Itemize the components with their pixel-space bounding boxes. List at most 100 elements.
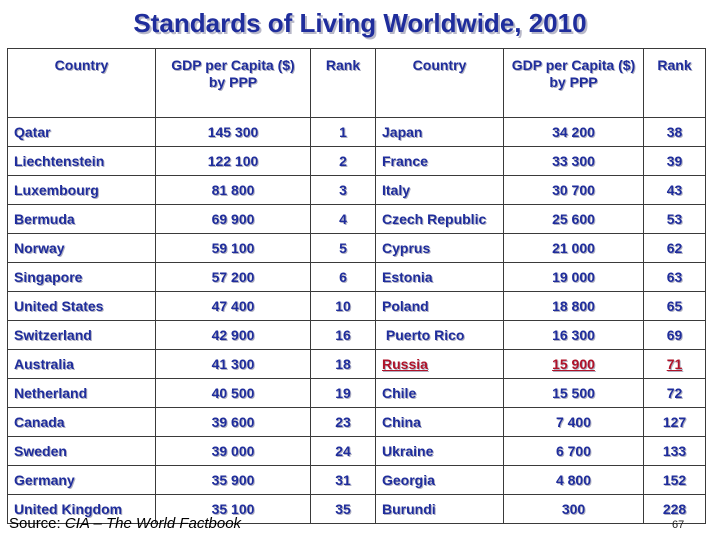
cell-gdp-right: 15 900 bbox=[503, 349, 644, 379]
cell-country-left: Singapore bbox=[7, 262, 156, 292]
cell-rank-left: 2 bbox=[310, 146, 376, 176]
table-row: Sweden 39 000 24 Ukraine 6 700 133 bbox=[7, 436, 706, 466]
table-row: Bermuda 69 900 4 Czech Republic 25 600 53 bbox=[7, 204, 706, 234]
table-row: Norway 59 100 5 Cyprus 21 000 62 bbox=[7, 233, 706, 263]
table-row: Liechtenstein 122 100 2 France 33 300 39 bbox=[7, 146, 706, 176]
cell-gdp-right: 18 800 bbox=[503, 291, 644, 321]
table-row: United States 47 400 10 Poland 18 800 65 bbox=[7, 291, 706, 321]
cell-rank-left: 4 bbox=[310, 204, 376, 234]
source-title: CIA – The World Factbook bbox=[64, 515, 242, 532]
cell-gdp-right: 4 800 bbox=[503, 465, 644, 495]
cell-rank-right: 63 bbox=[643, 262, 706, 292]
cell-rank-left: 18 bbox=[310, 349, 376, 379]
cell-gdp-right: 30 700 bbox=[503, 175, 644, 205]
cell-gdp-right: 15 500 bbox=[503, 378, 644, 408]
header-rank-right: Rank bbox=[643, 48, 706, 118]
cell-country-left: Luxembourg bbox=[7, 175, 156, 205]
cell-gdp-right: 33 300 bbox=[503, 146, 644, 176]
cell-rank-left: 35 bbox=[310, 494, 376, 524]
cell-rank-left: 19 bbox=[310, 378, 376, 408]
cell-country-right: Cyprus bbox=[375, 233, 504, 263]
cell-gdp-left: 35 100 bbox=[155, 494, 311, 524]
cell-rank-right: 69 bbox=[643, 320, 706, 350]
cell-country-right: Czech Republic bbox=[375, 204, 504, 234]
table-body: Country GDP per Capita ($) by PPP Rank C… bbox=[7, 48, 706, 524]
page-title: Standards of Living Worldwide, 2010 bbox=[133, 8, 587, 38]
cell-rank-right: 65 bbox=[643, 291, 706, 321]
table-header-row: Country GDP per Capita ($) by PPP Rank C… bbox=[7, 48, 706, 118]
cell-country-right: Georgia bbox=[375, 465, 504, 495]
cell-gdp-left: 42 900 bbox=[155, 320, 311, 350]
cell-rank-right: 62 bbox=[643, 233, 706, 263]
cell-gdp-left: 122 100 bbox=[155, 146, 311, 176]
table-row: United Kingdom 35 100 35 Burundi 300 228 bbox=[7, 494, 706, 524]
source-note: Source: CIA – The World Factbook bbox=[9, 515, 241, 532]
source-prefix: Source: bbox=[9, 515, 65, 532]
cell-country-right: Estonia bbox=[375, 262, 504, 292]
cell-country-right: Italy bbox=[375, 175, 504, 205]
cell-rank-right: 133 bbox=[643, 436, 706, 466]
cell-country-right: Burundi bbox=[375, 494, 504, 524]
cell-gdp-left: 39 600 bbox=[155, 407, 311, 437]
cell-gdp-right: 16 300 bbox=[503, 320, 644, 350]
cell-gdp-left: 39 000 bbox=[155, 436, 311, 466]
cell-country-right: France bbox=[375, 146, 504, 176]
cell-rank-left: 3 bbox=[310, 175, 376, 205]
cell-country-left: Sweden bbox=[7, 436, 156, 466]
cell-country-right: Ukraine bbox=[375, 436, 504, 466]
cell-gdp-right: 19 000 bbox=[503, 262, 644, 292]
cell-rank-right: 38 bbox=[643, 117, 706, 147]
table-row: Netherland 40 500 19 Chile 15 500 72 bbox=[7, 378, 706, 408]
cell-gdp-right: 34 200 bbox=[503, 117, 644, 147]
cell-rank-left: 24 bbox=[310, 436, 376, 466]
cell-rank-right: 53 bbox=[643, 204, 706, 234]
header-rank-left: Rank bbox=[310, 48, 376, 118]
cell-gdp-left: 40 500 bbox=[155, 378, 311, 408]
cell-rank-left: 10 bbox=[310, 291, 376, 321]
cell-gdp-left: 81 800 bbox=[155, 175, 311, 205]
cell-gdp-left: 145 300 bbox=[155, 117, 311, 147]
cell-rank-left: 23 bbox=[310, 407, 376, 437]
cell-country-right: China bbox=[375, 407, 504, 437]
page-number: 67 bbox=[672, 519, 685, 531]
cell-gdp-left: 59 100 bbox=[155, 233, 311, 263]
cell-rank-right: 152 bbox=[643, 465, 706, 495]
cell-gdp-left: 41 300 bbox=[155, 349, 311, 379]
cell-country-right: Japan bbox=[375, 117, 504, 147]
cell-country-left: Qatar bbox=[7, 117, 156, 147]
cell-rank-left: 6 bbox=[310, 262, 376, 292]
table-row: Qatar 145 300 1 Japan 34 200 38 bbox=[7, 117, 706, 147]
header-country-right: Country bbox=[375, 48, 504, 118]
cell-country-left: Liechtenstein bbox=[7, 146, 156, 176]
cell-country-left: Switzerland bbox=[7, 320, 156, 350]
table-row: Switzerland 42 900 16 Puerto Rico 16 300 69 bbox=[7, 320, 706, 350]
gdp-ranking-table: Country GDP per Capita ($) by PPP Rank C… bbox=[7, 48, 706, 524]
table-row: Singapore 57 200 6 Estonia 19 000 63 bbox=[7, 262, 706, 292]
table-row: Germany 35 900 31 Georgia 4 800 152 bbox=[7, 465, 706, 495]
table-row: Luxembourg 81 800 3 Italy 30 700 43 bbox=[7, 175, 706, 205]
cell-rank-left: 16 bbox=[310, 320, 376, 350]
header-country-left: Country bbox=[7, 48, 156, 118]
cell-rank-left: 1 bbox=[310, 117, 376, 147]
cell-rank-right: 127 bbox=[643, 407, 706, 437]
cell-country-right: Puerto Rico bbox=[375, 320, 504, 350]
cell-gdp-right: 7 400 bbox=[503, 407, 644, 437]
cell-country-right: Poland bbox=[375, 291, 504, 321]
cell-rank-right: 71 bbox=[643, 349, 706, 379]
cell-gdp-left: 35 900 bbox=[155, 465, 311, 495]
header-gdp-left: GDP per Capita ($) by PPP bbox=[155, 48, 311, 118]
cell-gdp-left: 69 900 bbox=[155, 204, 311, 234]
header-gdp-right: GDP per Capita ($) by PPP bbox=[503, 48, 644, 118]
cell-rank-left: 5 bbox=[310, 233, 376, 263]
cell-rank-right: 228 bbox=[643, 494, 706, 524]
cell-gdp-right: 300 bbox=[503, 494, 644, 524]
cell-rank-right: 43 bbox=[643, 175, 706, 205]
cell-gdp-left: 47 400 bbox=[155, 291, 311, 321]
cell-gdp-right: 6 700 bbox=[503, 436, 644, 466]
cell-country-left: Canada bbox=[7, 407, 156, 437]
cell-country-left: Bermuda bbox=[7, 204, 156, 234]
cell-rank-left: 31 bbox=[310, 465, 376, 495]
cell-country-left: Netherland bbox=[7, 378, 156, 408]
cell-country-left: United States bbox=[7, 291, 156, 321]
cell-gdp-left: 57 200 bbox=[155, 262, 311, 292]
